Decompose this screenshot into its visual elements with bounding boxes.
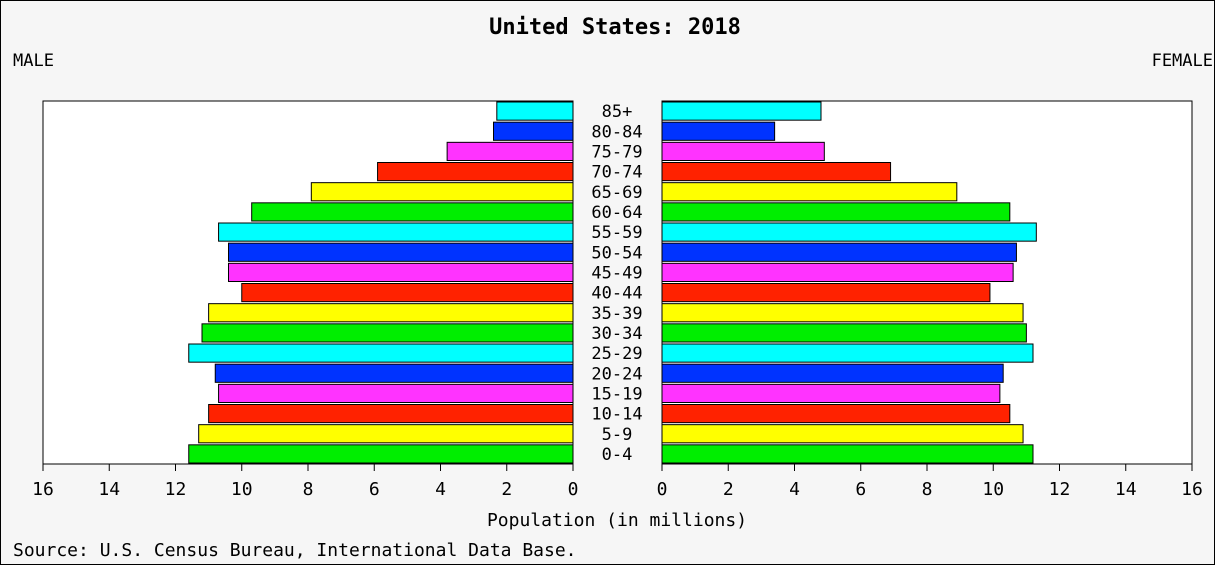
- male-bar-30-34: [201, 323, 574, 343]
- female-bar-75-79: [661, 141, 825, 161]
- male-bar-25-29: [188, 343, 574, 363]
- female-bars: [661, 101, 1037, 464]
- age-label-20-24: 20-24: [591, 364, 642, 384]
- male-x-axis: 0 2 4 6 8 10 12 14 16: [32, 464, 578, 500]
- age-label-45-49: 45-49: [591, 263, 642, 283]
- age-group-labels: 85+80-8475-7970-7465-6960-6455-5950-5445…: [591, 102, 642, 465]
- male-tick-label-6: 6: [369, 479, 380, 500]
- female-tick-label-10: 10: [982, 479, 1004, 500]
- age-label-55-59: 55-59: [591, 223, 642, 243]
- male-bar-40-44: [241, 283, 574, 303]
- age-label-15-19: 15-19: [591, 384, 642, 404]
- female-tick-label-14: 14: [1115, 479, 1137, 500]
- male-bar-75-79: [446, 141, 574, 161]
- x-axis-label: Population (in millions): [487, 510, 747, 531]
- age-label-60-64: 60-64: [591, 203, 642, 223]
- chart-title: United States: 2018: [489, 15, 741, 40]
- male-bar-0-4: [188, 444, 574, 464]
- male-tick-label-10: 10: [231, 479, 253, 500]
- male-bar-60-64: [251, 202, 574, 222]
- male-bar-65-69: [310, 182, 574, 202]
- female-x-axis: 0 2 4 6 8 10 12 14 16: [657, 464, 1203, 500]
- male-plot-area: [42, 100, 574, 465]
- age-label-80-84: 80-84: [591, 122, 642, 142]
- female-bar-25-29: [661, 343, 1034, 363]
- female-bar-45-49: [661, 262, 1014, 283]
- age-label-65-69: 65-69: [591, 183, 642, 203]
- female-tick-label-6: 6: [855, 479, 866, 500]
- female-tick-label-4: 4: [789, 479, 800, 500]
- male-tick-label-0: 0: [568, 479, 579, 500]
- age-label-0-4: 0-4: [602, 445, 633, 465]
- female-bar-60-64: [661, 202, 1011, 222]
- female-bar-85+: [661, 101, 822, 121]
- male-tick-label-14: 14: [98, 479, 120, 500]
- male-bar-5-9: [198, 424, 574, 444]
- age-label-50-54: 50-54: [591, 243, 642, 263]
- female-bar-30-34: [661, 323, 1027, 343]
- female-bar-35-39: [661, 303, 1024, 323]
- female-bar-50-54: [661, 242, 1017, 262]
- age-label-25-29: 25-29: [591, 344, 642, 364]
- male-bar-50-54: [228, 242, 574, 262]
- age-label-35-39: 35-39: [591, 304, 642, 324]
- age-label-30-34: 30-34: [591, 324, 642, 344]
- age-label-70-74: 70-74: [591, 163, 642, 183]
- male-bar-35-39: [208, 303, 574, 323]
- male-tick-label-2: 2: [501, 479, 512, 500]
- female-bar-5-9: [661, 424, 1024, 444]
- female-bar-15-19: [661, 383, 1001, 404]
- female-tick-label-16: 16: [1181, 479, 1203, 500]
- female-bar-70-74: [661, 162, 892, 182]
- male-bar-45-49: [228, 262, 574, 283]
- male-bar-85+: [496, 101, 574, 121]
- female-tick-label-12: 12: [1049, 479, 1071, 500]
- female-bar-10-14: [661, 404, 1011, 424]
- age-label-5-9: 5-9: [602, 425, 633, 445]
- female-bar-20-24: [661, 363, 1004, 383]
- female-bar-40-44: [661, 283, 991, 303]
- female-plot-area: [661, 100, 1193, 465]
- female-bar-80-84: [661, 121, 776, 141]
- male-bar-20-24: [214, 363, 574, 383]
- female-tick-label-2: 2: [723, 479, 734, 500]
- male-label: MALE: [13, 51, 54, 71]
- female-label: FEMALE: [1152, 51, 1213, 71]
- age-label-40-44: 40-44: [591, 284, 642, 304]
- male-bar-55-59: [218, 222, 574, 242]
- female-bar-0-4: [661, 444, 1034, 464]
- male-bar-15-19: [218, 383, 574, 404]
- male-bar-70-74: [377, 162, 574, 182]
- male-bar-80-84: [493, 121, 574, 141]
- male-tick-label-8: 8: [303, 479, 314, 500]
- female-bar-65-69: [661, 182, 958, 202]
- male-tick-label-4: 4: [435, 479, 446, 500]
- age-label-85+: 85+: [602, 102, 633, 122]
- age-label-10-14: 10-14: [591, 405, 642, 425]
- female-tick-label-8: 8: [922, 479, 933, 500]
- male-tick-label-16: 16: [32, 479, 54, 500]
- source-note: Source: U.S. Census Bureau, Internationa…: [13, 540, 577, 561]
- female-bar-55-59: [661, 222, 1037, 242]
- female-tick-label-0: 0: [657, 479, 668, 500]
- age-label-75-79: 75-79: [591, 142, 642, 162]
- male-bar-10-14: [208, 404, 574, 424]
- male-tick-label-12: 12: [165, 479, 187, 500]
- male-bars: [188, 101, 574, 464]
